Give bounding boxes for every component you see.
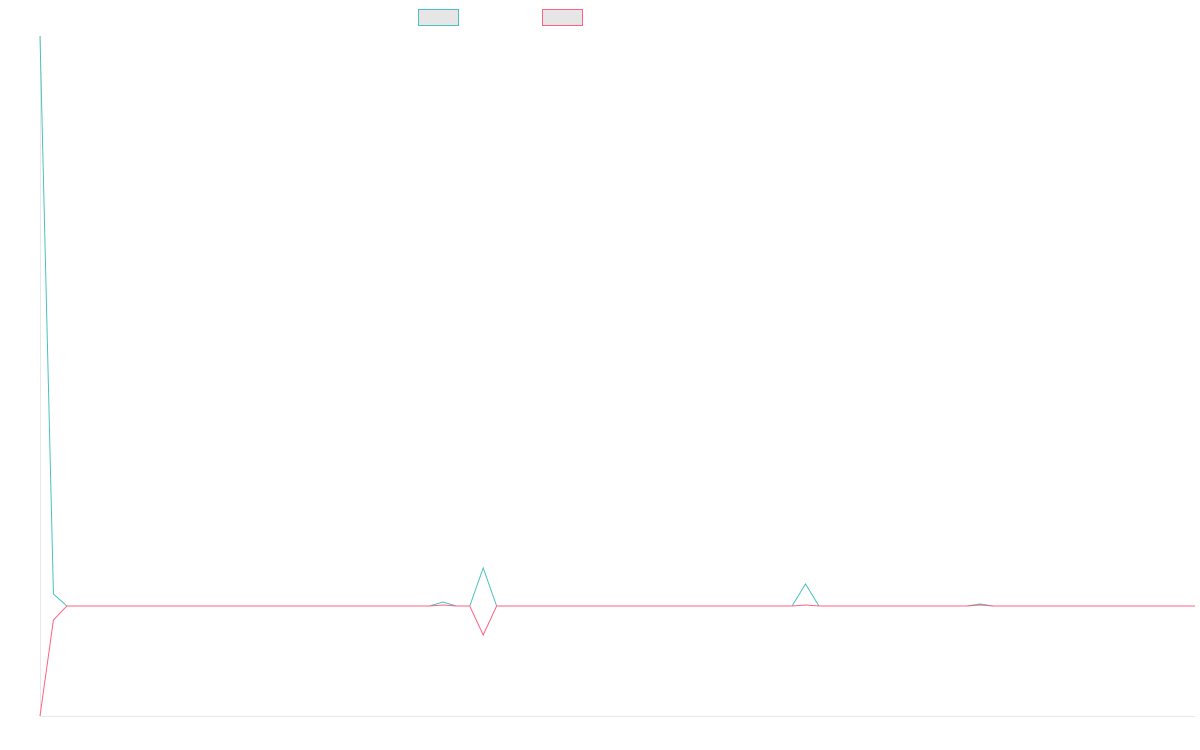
series-line-1 xyxy=(39,35,1195,607)
series-line-2 xyxy=(39,604,1195,717)
legend-swatch-2[interactable] xyxy=(542,9,583,26)
legend-swatch-1[interactable] xyxy=(418,9,459,26)
legend xyxy=(418,9,583,26)
series-layer xyxy=(39,35,1195,717)
axes xyxy=(40,36,1195,717)
